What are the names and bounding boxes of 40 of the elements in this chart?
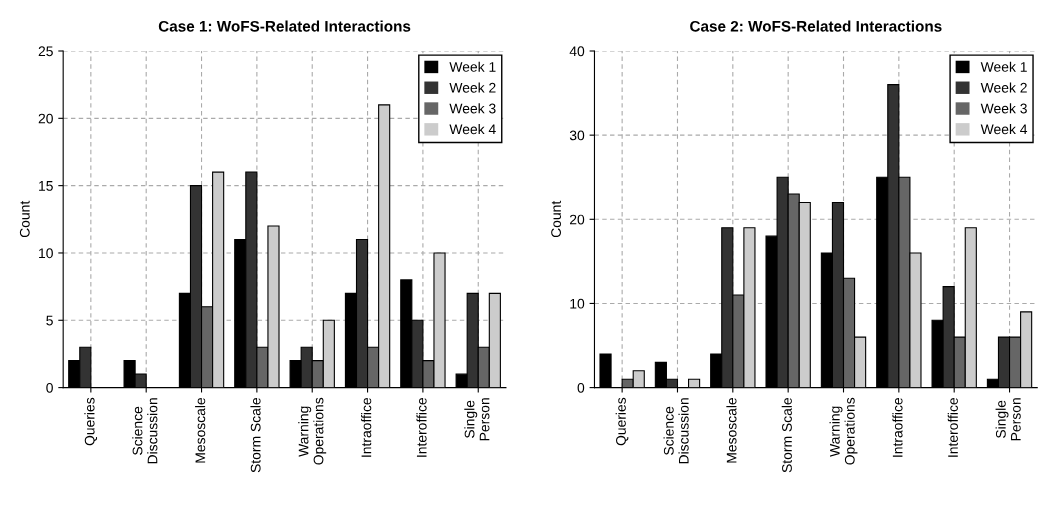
x-tick-label: Science Discussion bbox=[132, 398, 158, 464]
legend-label: Week 1 bbox=[449, 61, 496, 72]
x-tick-label: Warning Operations bbox=[829, 397, 858, 465]
y-tick-label: 20 bbox=[38, 113, 53, 124]
x-tick-label: Intraoffice bbox=[892, 397, 903, 457]
legend-label: Week 2 bbox=[980, 82, 1027, 93]
x-tick-label: Queries bbox=[615, 397, 629, 446]
legend-label: Week 4 bbox=[449, 124, 496, 135]
legend-label: Week 4 bbox=[980, 124, 1028, 135]
y-tick-label: 5 bbox=[46, 315, 53, 326]
x-tick-label: Single Person bbox=[464, 398, 490, 441]
y-axis-title: Count bbox=[19, 200, 30, 238]
x-tick-label: Intraoffice bbox=[361, 397, 372, 457]
x-tick-label: Storm Scale bbox=[250, 397, 261, 473]
y-tick-label: 10 bbox=[39, 248, 53, 259]
y-axis-title: Count bbox=[551, 200, 561, 238]
y-tick-label: 10 bbox=[570, 298, 585, 309]
chart-title: Case 2: WoFS-Related Interactions bbox=[690, 20, 942, 32]
x-tick-label: Storm Scale bbox=[781, 397, 792, 473]
chart-title: Case 1: WoFS-Related Interactions bbox=[158, 20, 411, 32]
legend-label: Week 3 bbox=[980, 103, 1027, 114]
x-tick-label: Science Discussion bbox=[663, 398, 689, 464]
legend-label: Week 1 bbox=[980, 61, 1027, 72]
x-tick-label: Interoffice bbox=[416, 397, 427, 457]
legend-label: Week 2 bbox=[449, 82, 496, 93]
x-tick-label: Queries bbox=[84, 397, 98, 446]
bar bbox=[599, 353, 612, 388]
x-tick-label: Interoffice bbox=[947, 397, 958, 457]
x-tick-label: Warning Operations bbox=[298, 397, 327, 465]
y-tick-label: 30 bbox=[569, 130, 585, 141]
x-tick-label: Mesoscale bbox=[726, 397, 737, 463]
y-tick-label: 15 bbox=[39, 181, 53, 191]
x-tick-label: Single Person bbox=[995, 398, 1021, 441]
legend-label: Week 3 bbox=[449, 103, 496, 114]
x-tick-label: Mesoscale bbox=[195, 397, 206, 463]
y-tick-label: 20 bbox=[570, 214, 585, 225]
y-tick-label: 25 bbox=[38, 46, 53, 57]
y-tick-label: 40 bbox=[569, 46, 585, 57]
y-tick-label: 0 bbox=[46, 382, 53, 393]
y-tick-label: 0 bbox=[577, 382, 585, 393]
